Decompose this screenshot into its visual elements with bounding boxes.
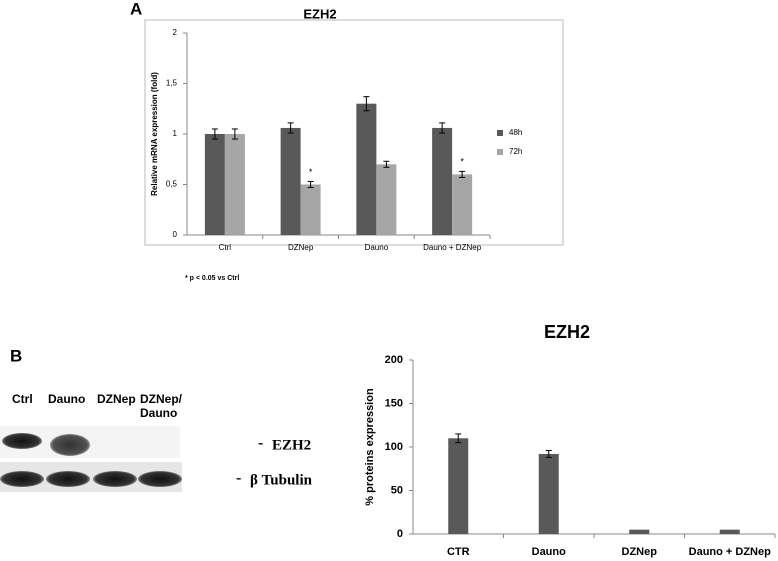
x-tick-label: CTR [447,546,470,558]
legend-label: 48h [509,128,522,137]
lane-label: Dauno [48,392,85,406]
bar [376,164,397,235]
bar [538,453,559,534]
legend-swatch [497,149,503,155]
x-tick-label: Ctrl [219,243,232,252]
bar [719,529,740,534]
blot-band [50,434,90,456]
x-tick-label: Dauno + DZNep [423,243,482,252]
significance-mark: * [460,157,464,167]
y-tick-label: 0,5 [166,180,178,189]
y-tick-label: 1 [173,129,178,138]
bar [356,103,377,235]
chart-title: EZH2 [303,6,336,21]
blot-band [93,471,137,487]
bar [280,127,301,235]
bar [629,529,650,534]
bar [300,184,321,235]
band-label: β Tubulin [250,472,313,488]
y-tick-label: 100 [385,441,403,453]
significance-mark: * [309,167,313,177]
western-blot: Ctrl Dauno DZNep DZNep/ Dauno - EZH2 - β… [0,392,313,492]
bar [452,174,473,235]
band-dash: - [236,470,241,487]
x-tick-label: Dauno [365,243,389,252]
panel-label: A [130,0,142,18]
footnote: * p < 0.05 vs Ctrl [185,275,239,282]
x-tick-label: Dauno [532,546,567,558]
blot-band [0,471,44,487]
lane-label-box: DZNep/ Dauno [140,392,182,420]
y-tick-label: 150 [385,397,403,409]
x-tick-label: DZNep [622,546,658,558]
x-tick-label: Dauno + DZNep [689,546,771,558]
bar [448,438,469,534]
plot-frame [144,19,564,246]
legend-swatch [497,130,503,136]
y-tick-label: 1,5 [166,79,178,88]
bar [204,134,225,235]
lane-label: Ctrl [12,392,33,406]
bar [432,127,453,235]
band-label: EZH2 [272,437,311,453]
bar [224,134,245,235]
band-dash: - [258,435,263,452]
y-tick-label: 0 [173,230,178,239]
blot-band [46,471,90,487]
blot-band [138,471,182,487]
legend-label: 72h [509,147,522,156]
y-tick-label: 0 [397,528,403,540]
y-axis-label: % proteins expression [364,388,376,506]
chart-title: EZH2 [544,322,590,342]
lane-label: DZNep [97,392,136,406]
lane-label: DZNep/ Dauno [140,392,182,420]
blot-band [2,433,42,449]
y-axis-label: Relative mRNA expression (fold) [150,72,159,196]
y-tick-label: 200 [385,354,403,366]
panel-label: B [10,346,22,365]
y-tick-label: 50 [391,484,403,496]
x-tick-label: DZNep [288,243,314,252]
y-tick-label: 2 [173,28,178,37]
